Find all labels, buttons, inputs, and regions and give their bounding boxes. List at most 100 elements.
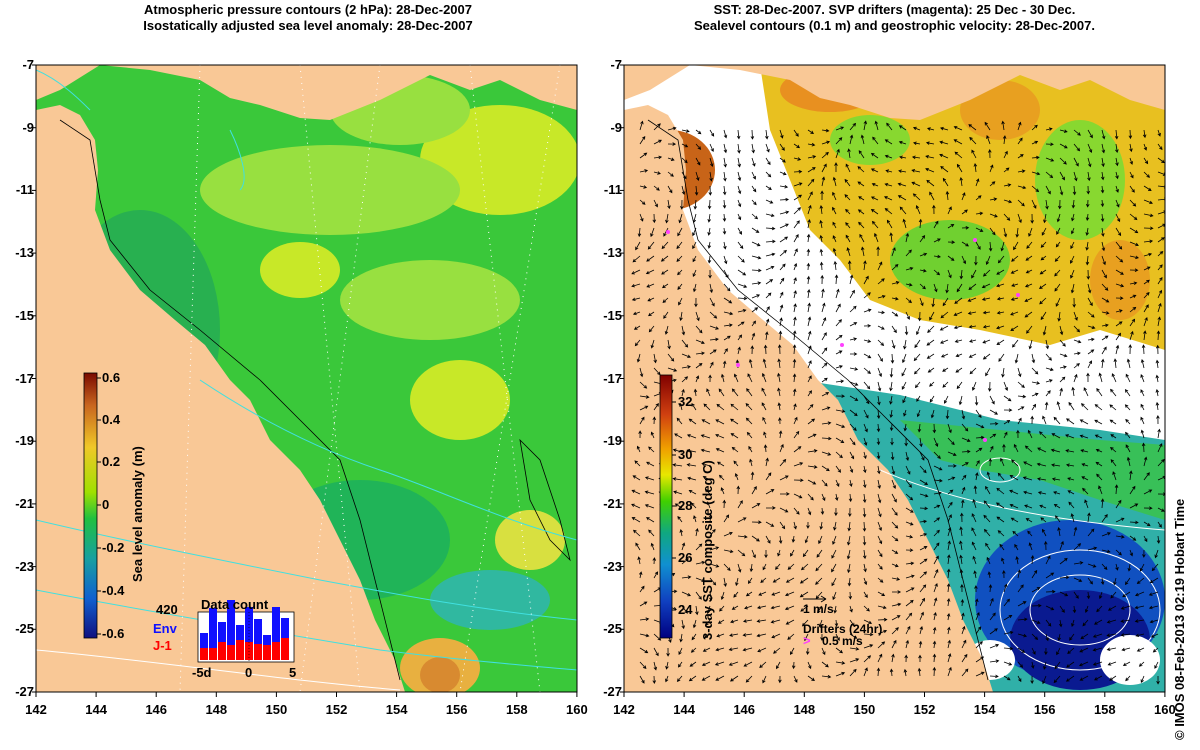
velocity-arrow <box>1045 605 1055 611</box>
velocity-arrow <box>807 330 812 341</box>
velocity-arrow <box>1017 417 1022 425</box>
velocity-arrow <box>694 297 698 308</box>
velocity-arrow <box>1055 241 1061 248</box>
velocity-arrow <box>793 182 803 187</box>
velocity-arrow <box>863 308 872 313</box>
velocity-arrow <box>954 339 963 343</box>
velocity-arrow <box>1068 501 1075 509</box>
velocity-arrow <box>1010 325 1019 332</box>
velocity-arrow <box>737 199 742 208</box>
velocity-arrow <box>715 647 725 652</box>
velocity-arrow <box>834 162 838 173</box>
velocity-arrow <box>891 339 896 349</box>
velocity-arrow <box>1115 171 1119 180</box>
velocity-arrow <box>835 288 840 299</box>
velocity-arrow <box>700 448 711 453</box>
velocity-arrow <box>989 674 999 679</box>
velocity-arrow <box>1134 605 1145 610</box>
velocity-arrow <box>1143 279 1150 285</box>
velocity-arrow <box>989 197 998 201</box>
sla-cyan-patch <box>430 570 550 630</box>
velocity-arrow <box>715 448 725 453</box>
velocity-arrow <box>807 289 811 299</box>
velocity-arrow <box>778 535 783 544</box>
velocity-arrow <box>1031 569 1038 579</box>
velocity-arrow <box>1142 129 1147 139</box>
velocity-arrow <box>886 219 893 229</box>
velocity-arrow <box>723 297 733 304</box>
velocity-arrow <box>1073 363 1080 369</box>
velocity-arrow <box>857 166 865 173</box>
velocity-arrow <box>1101 532 1111 537</box>
velocity-arrow <box>763 344 768 355</box>
velocity-arrow <box>1129 241 1139 247</box>
velocity-arrow <box>720 591 725 601</box>
velocity-arrow <box>903 423 908 432</box>
velocity-arrow <box>661 269 669 275</box>
velocity-arrow <box>765 535 771 544</box>
velocity-arrow <box>653 199 658 208</box>
velocity-arrow <box>1143 157 1149 165</box>
velocity-arrow <box>891 563 899 568</box>
velocity-arrow <box>807 418 816 425</box>
y-tick-right-2: -11 <box>603 182 622 198</box>
velocity-arrow <box>730 433 739 439</box>
velocity-arrow <box>819 261 824 271</box>
y-tick-left-9: -25 <box>15 621 34 637</box>
velocity-arrow <box>1101 549 1111 554</box>
velocity-arrow <box>639 661 647 670</box>
right-title-line1: SST: 28-Dec-2007. SVP drifters (magenta)… <box>713 2 1076 17</box>
velocity-arrow <box>790 549 795 557</box>
velocity-arrow <box>960 499 965 509</box>
velocity-arrow <box>877 353 883 362</box>
velocity-arrow <box>1017 569 1021 579</box>
velocity-arrow <box>704 488 711 495</box>
velocity-arrow <box>1001 367 1005 378</box>
velocity-arrow <box>967 297 977 302</box>
left-reef-contour <box>519 438 571 562</box>
velocity-arrow <box>775 563 781 570</box>
velocity-arrow <box>1143 143 1148 151</box>
velocity-arrow <box>877 549 883 558</box>
velocity-arrow <box>1109 419 1117 425</box>
velocity-arrow <box>919 493 929 498</box>
velocity-arrow <box>834 619 839 627</box>
velocity-arrow <box>631 517 641 523</box>
velocity-arrow <box>709 157 714 168</box>
velocity-arrow <box>870 152 879 159</box>
velocity-arrow <box>1095 461 1103 467</box>
velocity-arrow <box>849 337 858 341</box>
velocity-arrow <box>1045 633 1049 642</box>
velocity-arrow <box>989 612 996 621</box>
velocity-arrow <box>667 353 675 362</box>
velocity-arrow <box>676 255 683 262</box>
velocity-arrow <box>646 283 655 288</box>
velocity-arrow <box>745 675 753 683</box>
velocity-arrow <box>709 337 719 342</box>
velocity-arrow <box>686 434 697 439</box>
velocity-arrow <box>1128 129 1133 140</box>
velocity-arrow <box>849 479 853 488</box>
velocity-arrow <box>1095 448 1103 453</box>
velocity-arrow <box>919 451 925 461</box>
drifter-markers <box>666 230 1020 442</box>
velocity-arrow <box>1082 619 1089 627</box>
velocity-arrow <box>891 535 899 542</box>
velocity-arrow <box>863 353 872 359</box>
velocity-arrow <box>919 252 928 257</box>
velocity-arrow <box>821 288 825 299</box>
right-cbar-tick-4: 24 <box>678 602 693 617</box>
velocity-arrow <box>723 323 733 327</box>
velocity-arrow <box>863 667 868 677</box>
velocity-arrow <box>1085 227 1089 236</box>
velocity-arrow <box>919 506 929 511</box>
velocity-arrow <box>947 554 951 565</box>
velocity-arrow <box>1087 171 1091 182</box>
velocity-arrow <box>877 278 885 285</box>
velocity-arrow <box>777 549 781 557</box>
velocity-arrow <box>897 195 907 201</box>
velocity-arrow <box>1024 504 1033 509</box>
velocity-arrow <box>821 465 830 472</box>
velocity-arrow <box>1031 353 1036 364</box>
velocity-arrow <box>1003 598 1010 607</box>
